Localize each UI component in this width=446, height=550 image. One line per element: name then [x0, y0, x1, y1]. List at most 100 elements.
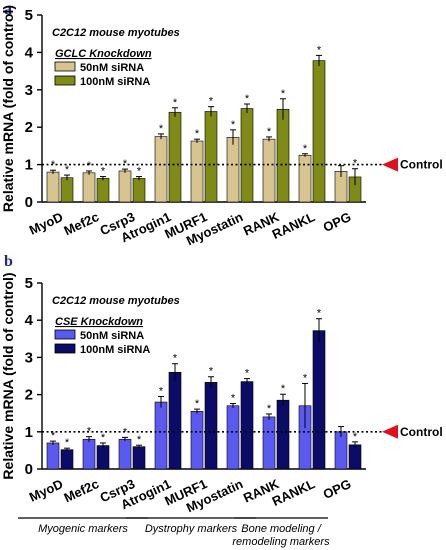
bar — [312, 60, 326, 203]
control-arrow-icon — [382, 424, 398, 439]
significance-star: * — [231, 119, 236, 131]
y-tick-label: 1 — [25, 157, 33, 174]
bar — [298, 154, 312, 203]
category-label: OPG — [321, 209, 354, 235]
group-label: remodeling markers — [232, 536, 330, 548]
bar — [118, 438, 132, 470]
significance-star: * — [87, 160, 92, 172]
y-tick-label: 4 — [25, 44, 34, 61]
bar — [154, 136, 168, 203]
group-label: Myogenic markers — [38, 523, 128, 535]
legend-label: 100nM siRNA — [80, 76, 150, 88]
group-label: Dystrophy markers — [145, 523, 238, 535]
significance-star: * — [245, 93, 250, 105]
bar — [168, 111, 182, 203]
bar — [334, 431, 348, 470]
legend-swatch — [54, 75, 76, 86]
significance-star: * — [303, 143, 308, 155]
category-label: MyoD — [27, 209, 65, 238]
category-label: OPG — [321, 476, 354, 502]
y-tick-label: 5 — [25, 275, 33, 292]
bar — [240, 108, 254, 203]
legend-label: 50nM siRNA — [80, 330, 144, 342]
legend-label: 100nM siRNA — [80, 344, 150, 356]
y-tick-label: 1 — [25, 424, 33, 441]
bar — [276, 399, 290, 470]
bar — [132, 178, 146, 203]
bar — [132, 446, 146, 470]
bar — [190, 140, 204, 203]
bar — [204, 111, 218, 203]
significance-star: * — [195, 128, 200, 140]
significance-star: * — [87, 426, 92, 438]
significance-star: * — [159, 385, 164, 397]
significance-star: * — [159, 123, 164, 135]
category-label: MyoD — [27, 476, 65, 505]
category-label: Mef2c — [62, 476, 102, 505]
significance-star: * — [123, 158, 128, 170]
bar — [204, 382, 218, 470]
bar — [82, 438, 96, 470]
significance-star: * — [173, 353, 178, 365]
significance-star: * — [101, 166, 106, 178]
bar — [154, 401, 168, 470]
legend-swatch — [54, 329, 76, 340]
bar — [262, 138, 276, 203]
significance-star: * — [173, 97, 178, 109]
legend-title: CSE Knockdown — [55, 316, 143, 328]
significance-star: * — [65, 164, 70, 176]
significance-star: * — [195, 398, 200, 410]
y-tick-label: 2 — [25, 387, 33, 404]
bar — [190, 411, 204, 470]
bar — [60, 177, 74, 203]
legend-title: GCLC Knockdown — [55, 48, 152, 60]
legend-swatch — [54, 343, 76, 354]
category-label: Mef2c — [62, 209, 102, 238]
panel-letter: b — [4, 253, 13, 270]
y-tick-label: 0 — [25, 461, 33, 478]
group-label: Bone modeling / — [241, 523, 321, 535]
legend-label: 50nM siRNA — [80, 62, 144, 74]
significance-star: * — [137, 166, 142, 178]
y-tick-label: 5 — [25, 7, 33, 24]
significance-star: * — [353, 158, 358, 170]
y-tick-label: 3 — [25, 349, 33, 366]
bar — [312, 330, 326, 470]
significance-star: * — [353, 431, 358, 443]
bar — [46, 171, 60, 203]
bar — [276, 108, 290, 203]
significance-star: * — [267, 403, 272, 415]
chart-subtitle: C2C12 mouse myotubes — [52, 295, 180, 307]
bar — [240, 381, 254, 470]
significance-star: * — [209, 366, 214, 378]
significance-star: * — [281, 383, 286, 395]
control-label: Control — [400, 425, 443, 439]
significance-star: * — [51, 430, 56, 442]
significance-star: * — [281, 88, 286, 100]
bar — [262, 416, 276, 470]
panel-letter: a — [4, 1, 12, 18]
significance-star: * — [245, 368, 250, 380]
bar — [348, 444, 362, 470]
bar — [46, 442, 60, 470]
significance-star: * — [267, 126, 272, 138]
significance-star: * — [65, 437, 70, 449]
bar — [96, 445, 110, 470]
significance-star: * — [303, 372, 308, 384]
y-tick-label: 2 — [25, 119, 33, 136]
bar — [168, 371, 182, 470]
bar — [226, 405, 240, 470]
chart-subtitle: C2C12 mouse myotubes — [52, 27, 180, 39]
bar — [96, 178, 110, 203]
significance-star: * — [317, 308, 322, 320]
significance-star: * — [123, 426, 128, 438]
y-axis-label: Relative mRNA (fold of control) — [0, 5, 16, 212]
y-tick-label: 0 — [25, 194, 33, 211]
bar — [226, 136, 240, 203]
significance-star: * — [231, 393, 236, 405]
y-axis-label: Relative mRNA (fold of control) — [0, 272, 16, 479]
bar — [60, 449, 74, 470]
control-label: Control — [400, 158, 443, 172]
y-tick-label: 4 — [25, 312, 34, 329]
